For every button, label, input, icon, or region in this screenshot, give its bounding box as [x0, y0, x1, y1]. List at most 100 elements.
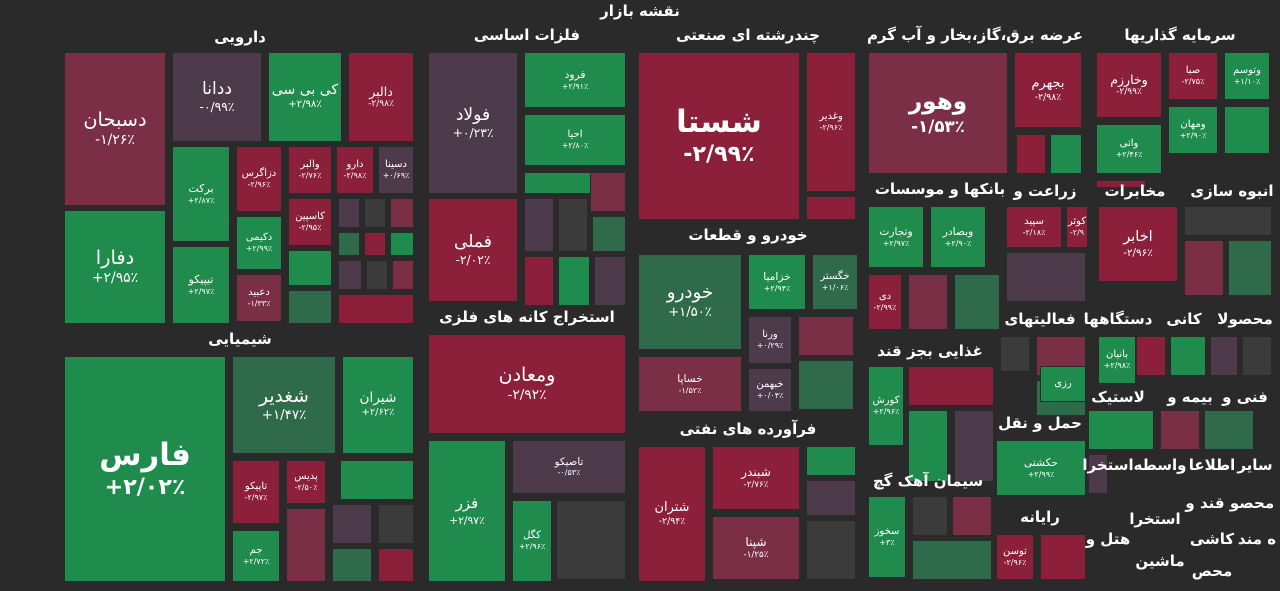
minor-tile	[806, 520, 856, 580]
stock-tile: دسبحان -۱/۲۶٪	[64, 52, 166, 206]
minor-tile	[590, 172, 626, 212]
stock-symbol: فولاد	[455, 104, 491, 125]
minor-tile	[1050, 134, 1082, 174]
sector-header: خودرو و قطعات	[688, 226, 808, 244]
sector-header: دستگاهها	[1083, 310, 1153, 328]
stock-symbol: ومعادن	[498, 363, 556, 386]
minor-tile	[1242, 336, 1272, 376]
sector-header: چندرشته ای صنعتی	[676, 26, 820, 44]
minor-tile	[1228, 240, 1272, 296]
sector-header: غذایی بجز قند	[877, 342, 983, 360]
minor-tile	[908, 274, 948, 330]
stock-change: -۲/۹۴٪	[658, 516, 686, 528]
stock-symbol: بانیان	[1105, 348, 1129, 360]
sector-header: واسطه	[1133, 456, 1187, 474]
minor-tile	[594, 256, 626, 306]
stock-symbol: دفارا	[95, 246, 135, 270]
minor-tile	[364, 232, 386, 256]
stock-symbol: صبا	[1185, 64, 1201, 76]
stock-change: -۲/۹۸٪	[1034, 92, 1062, 104]
minor-tile	[1096, 180, 1146, 188]
stock-symbol: شبندر	[741, 464, 771, 479]
sector-header: عرضه برق،گاز،بخار و آب گرم	[866, 26, 1084, 44]
stock-symbol: وتجارت	[879, 225, 913, 239]
stock-symbol: دکیمی	[245, 231, 273, 243]
minor-tile	[1204, 410, 1254, 450]
minor-tile	[340, 460, 414, 500]
minor-tile	[286, 508, 326, 582]
stock-tile: شستا -۲/۹۹٪	[638, 52, 800, 220]
stock-tile: فارس +۲/۰۲٪	[64, 356, 226, 582]
stock-tile: دی -۲/۹۹٪	[868, 274, 902, 330]
sector-header: رایانه	[1020, 508, 1060, 526]
stock-tile: سخوز +۳٪	[868, 496, 906, 578]
stock-tile: کورش +۲/۹۶٪	[868, 366, 904, 446]
stock-symbol: اخابر	[1123, 229, 1153, 246]
stock-change: +۱/۰۶٪	[821, 283, 849, 293]
minor-tile	[332, 504, 372, 544]
minor-tile	[952, 496, 992, 536]
stock-change: -۰/۹۹٪	[199, 99, 235, 114]
stock-tile: فملی -۲/۰۲٪	[428, 198, 518, 302]
stock-symbol: وتوسم	[1233, 64, 1261, 76]
stock-change: +۰/۲۹٪	[756, 341, 784, 351]
stock-tile: برکت +۲/۸۷٪	[172, 146, 230, 242]
stock-change: -۲/۹۷٪	[244, 493, 268, 503]
stock-tile: سپید -۲/۱۸٪	[1006, 206, 1062, 248]
stock-tile: ورنا +۰/۲۹٪	[748, 316, 792, 364]
stock-change: +۲/۴۶٪	[1115, 150, 1143, 160]
stock-change: -۲/۷۵٪	[1181, 77, 1205, 87]
stock-change: -۱/۳۳٪	[247, 299, 271, 309]
stock-change: +۲/۹۷٪	[449, 513, 485, 527]
sector-header: استخرا	[1129, 510, 1181, 528]
minor-tile	[1184, 240, 1224, 296]
stock-symbol: دالبر	[369, 83, 393, 99]
sector-header: حمل و نقل	[998, 414, 1082, 432]
stock-symbol: سخوز	[874, 525, 900, 537]
stock-tile: وخارزم -۲/۹۹٪	[1096, 52, 1162, 118]
stock-symbol: شپنا	[745, 534, 767, 549]
stock-tile: بانیان +۲/۹۸٪	[1098, 336, 1136, 384]
stock-change: -۲/۷۶٪	[743, 480, 769, 491]
stock-change: +۱/۴۷٪	[261, 408, 307, 424]
sector-header: کاشی	[1189, 530, 1235, 548]
sector-header: زراعت و	[1013, 182, 1077, 200]
stock-change: -۱/۲۵٪	[743, 550, 769, 561]
minor-tile	[1006, 252, 1086, 302]
stock-change: -۲/۱۸٪	[1022, 228, 1046, 238]
stock-symbol: فزر	[455, 495, 479, 513]
stock-symbol: پدیس	[294, 470, 318, 482]
stock-tile: فزر +۲/۹۷٪	[428, 440, 506, 582]
page-title: نقشه بازار	[600, 2, 680, 20]
stock-change: -۲/۵۰٪	[294, 483, 318, 493]
stock-symbol: ددانا	[202, 78, 232, 99]
stock-change: +۲/۹۸٪	[1103, 361, 1131, 371]
minor-tile	[338, 232, 360, 256]
stock-tile: شیران +۲/۶۲٪	[342, 356, 414, 454]
stock-tile: دالبر -۲/۹۸٪	[348, 52, 414, 142]
sector-header: کانی	[1166, 310, 1202, 328]
stock-symbol: جم	[249, 544, 263, 556]
stock-change: +۲/۹۰٪	[944, 238, 972, 248]
stock-tile: والبر -۲/۷۶٪	[288, 146, 332, 194]
sector-header: ماشین	[1135, 552, 1185, 570]
stock-tile: ومهان +۲/۹۰٪	[1168, 106, 1218, 154]
stock-change: -۲/۹	[1069, 228, 1085, 238]
minor-tile	[558, 198, 588, 252]
stock-tile: خبهمن +۰/۰۴٪	[748, 368, 792, 412]
stock-symbol: حکشتی	[1024, 456, 1058, 470]
stock-tile: شغدیر +۱/۴۷٪	[232, 356, 336, 454]
stock-change: +۲/۹۵٪	[91, 270, 139, 287]
stock-tile: جم +۲/۷۲٪	[232, 530, 280, 582]
stock-change: +۲/۷۲٪	[242, 557, 270, 567]
stock-symbol: کوثر	[1067, 215, 1087, 227]
stock-symbol: والبر	[300, 158, 320, 170]
minor-tile	[806, 196, 856, 220]
stock-symbol: فرود	[564, 68, 586, 82]
minor-tile	[338, 294, 414, 324]
minor-tile	[364, 198, 386, 228]
sector-header: بیمه و	[1167, 388, 1213, 406]
stock-tile: دسینا +۰/۶۹٪	[378, 146, 414, 194]
stock-tile: حکشتی +۲/۹۹٪	[996, 440, 1086, 496]
stock-change: +۲/۹۹٪	[245, 244, 273, 254]
